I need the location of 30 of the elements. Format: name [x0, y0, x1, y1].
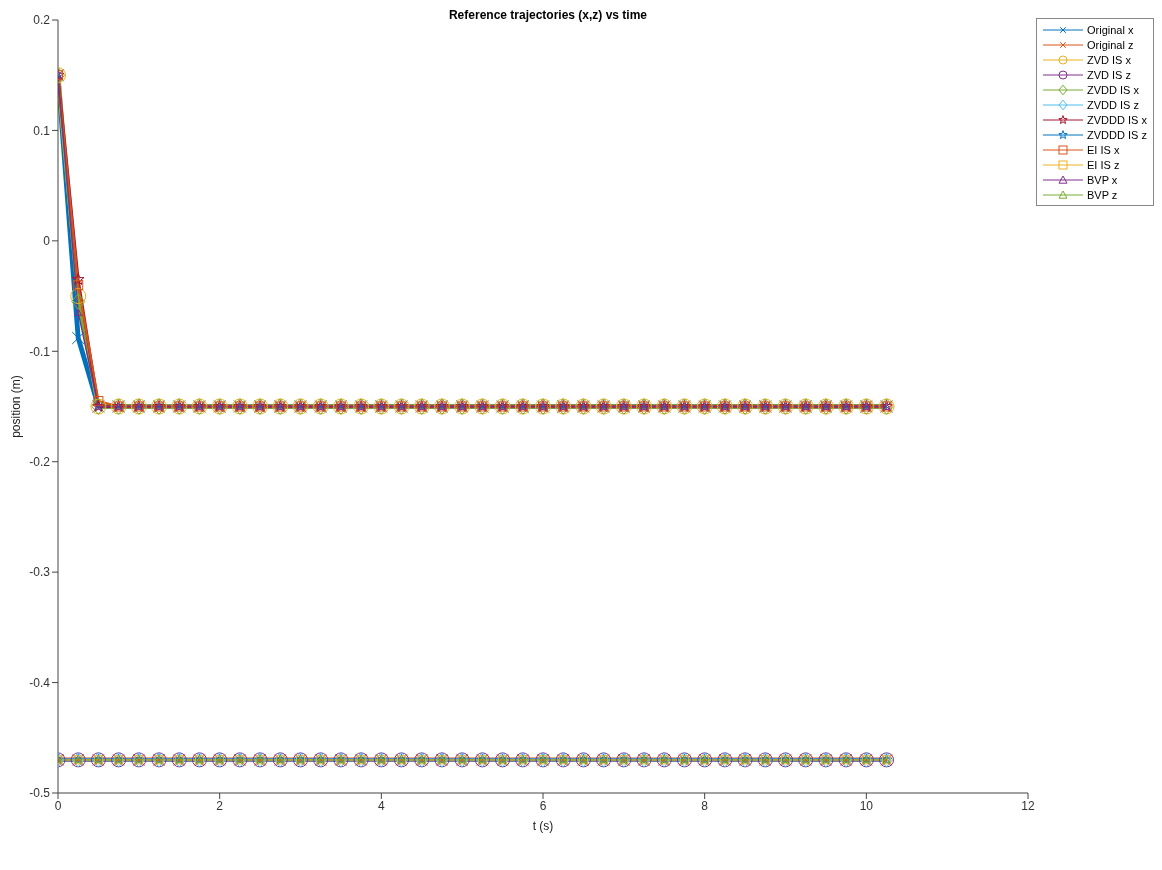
y-tick-label: -0.3 — [29, 565, 51, 580]
x-tick-label: 0 — [54, 798, 62, 813]
legend-label: ZVDDD IS x — [1087, 113, 1147, 126]
x-tick-label: 6 — [539, 798, 547, 813]
x-tick-label: 2 — [216, 798, 224, 813]
y-tick-label: -0.5 — [29, 786, 51, 801]
x-tick-label: 8 — [701, 798, 709, 813]
y-tick-label: -0.1 — [29, 344, 51, 359]
legend-label: ZVD IS x — [1087, 53, 1132, 66]
legend-label: Original z — [1087, 38, 1134, 51]
legend-label: Original x — [1087, 23, 1134, 36]
legend-label: ZVDD IS x — [1087, 83, 1139, 96]
y-tick-label: -0.4 — [29, 675, 51, 690]
x-tick-label: 4 — [377, 798, 385, 813]
legend-label: EI IS x — [1087, 143, 1120, 156]
y-tick-label: 0.2 — [33, 13, 51, 28]
legend-label: ZVD IS z — [1087, 68, 1132, 81]
x-axis-title: t (s) — [532, 819, 554, 833]
y-tick-label: 0.1 — [33, 123, 51, 138]
legend-label: BVP x — [1087, 173, 1118, 186]
legend-label: EI IS z — [1087, 158, 1120, 171]
y-tick-label: -0.2 — [29, 454, 51, 469]
y-tick-label: 0 — [43, 234, 51, 249]
x-tick-label: 12 — [1021, 798, 1035, 813]
chart-title: Reference trajectories (x,z) vs time — [447, 8, 649, 22]
legend-label: ZVDDD IS z — [1087, 128, 1147, 141]
legend-label: BVP z — [1087, 188, 1118, 201]
x-tick-label: 10 — [859, 798, 874, 813]
y-axis-title: position (m) — [9, 375, 24, 438]
legend-label: ZVDD IS z — [1087, 98, 1139, 111]
